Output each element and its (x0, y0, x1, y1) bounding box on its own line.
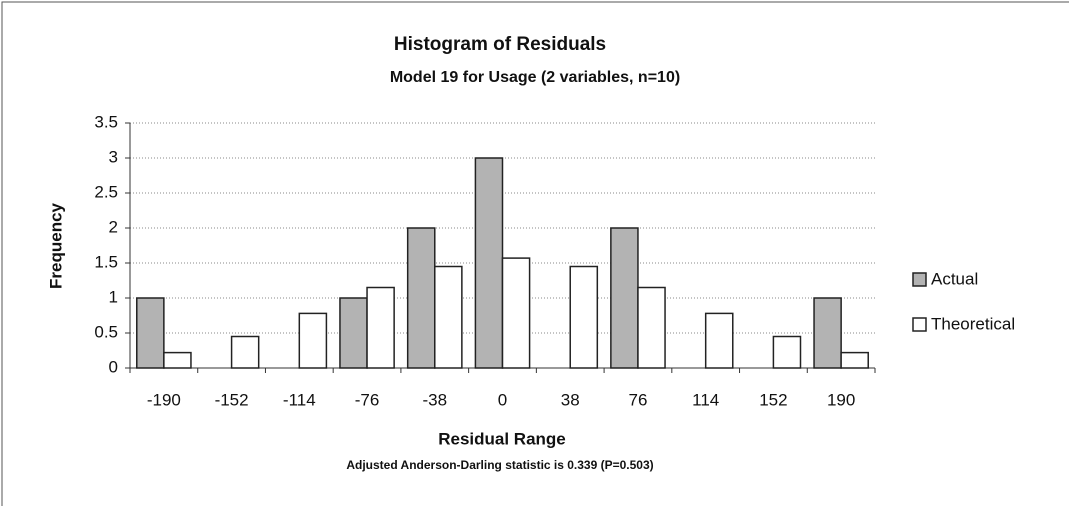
x-tick-label: -38 (422, 390, 447, 409)
y-tick-label: 0 (109, 357, 118, 376)
y-tick-label: 2 (109, 217, 118, 236)
bar (298, 312, 328, 369)
x-tick-label: -114 (283, 390, 316, 409)
legend-label: Theoretical (931, 314, 1015, 333)
x-tick-label: -190 (147, 390, 181, 409)
bar (501, 257, 531, 369)
x-tick-label: -152 (215, 390, 249, 409)
chart-subtitle: Model 19 for Usage (2 variables, n=10) (390, 69, 680, 86)
bar (366, 286, 395, 369)
y-tick-label: 1.5 (94, 252, 118, 271)
x-tick-label: -76 (355, 390, 380, 409)
legend-label: Actual (931, 269, 978, 288)
y-tick-label: 2.5 (94, 182, 118, 201)
x-tick-label: 190 (827, 390, 855, 409)
bar (434, 265, 463, 369)
y-tick-label: 3.5 (94, 112, 118, 131)
legend-swatch (912, 272, 927, 287)
legend-swatch (912, 317, 927, 332)
bar (637, 286, 666, 369)
bar (230, 335, 260, 369)
y-tick-label: 3 (109, 147, 118, 166)
bar (474, 157, 504, 369)
bar (813, 297, 842, 369)
x-tick-label: 114 (692, 390, 719, 409)
bar (136, 297, 165, 369)
y-tick-label: 0.5 (94, 322, 118, 341)
bar (163, 351, 192, 369)
bar (610, 227, 639, 369)
bar (569, 265, 599, 369)
bar (772, 335, 802, 369)
x-tick-label: 152 (759, 390, 787, 409)
bar (840, 351, 869, 369)
bar (406, 227, 436, 369)
x-tick-label: 38 (561, 390, 580, 409)
y-axis-title: Frequency (46, 202, 65, 289)
chart-title: Histogram of Residuals (394, 34, 606, 55)
y-tick-label: 1 (109, 287, 118, 306)
x-tick-label: 76 (628, 390, 647, 409)
bar (339, 297, 368, 369)
x-axis-title: Residual Range (438, 429, 566, 448)
annotation: Adjusted Anderson-Darling statistic is 0… (346, 458, 653, 472)
x-tick-label: 0 (498, 390, 507, 409)
bar (704, 312, 734, 369)
